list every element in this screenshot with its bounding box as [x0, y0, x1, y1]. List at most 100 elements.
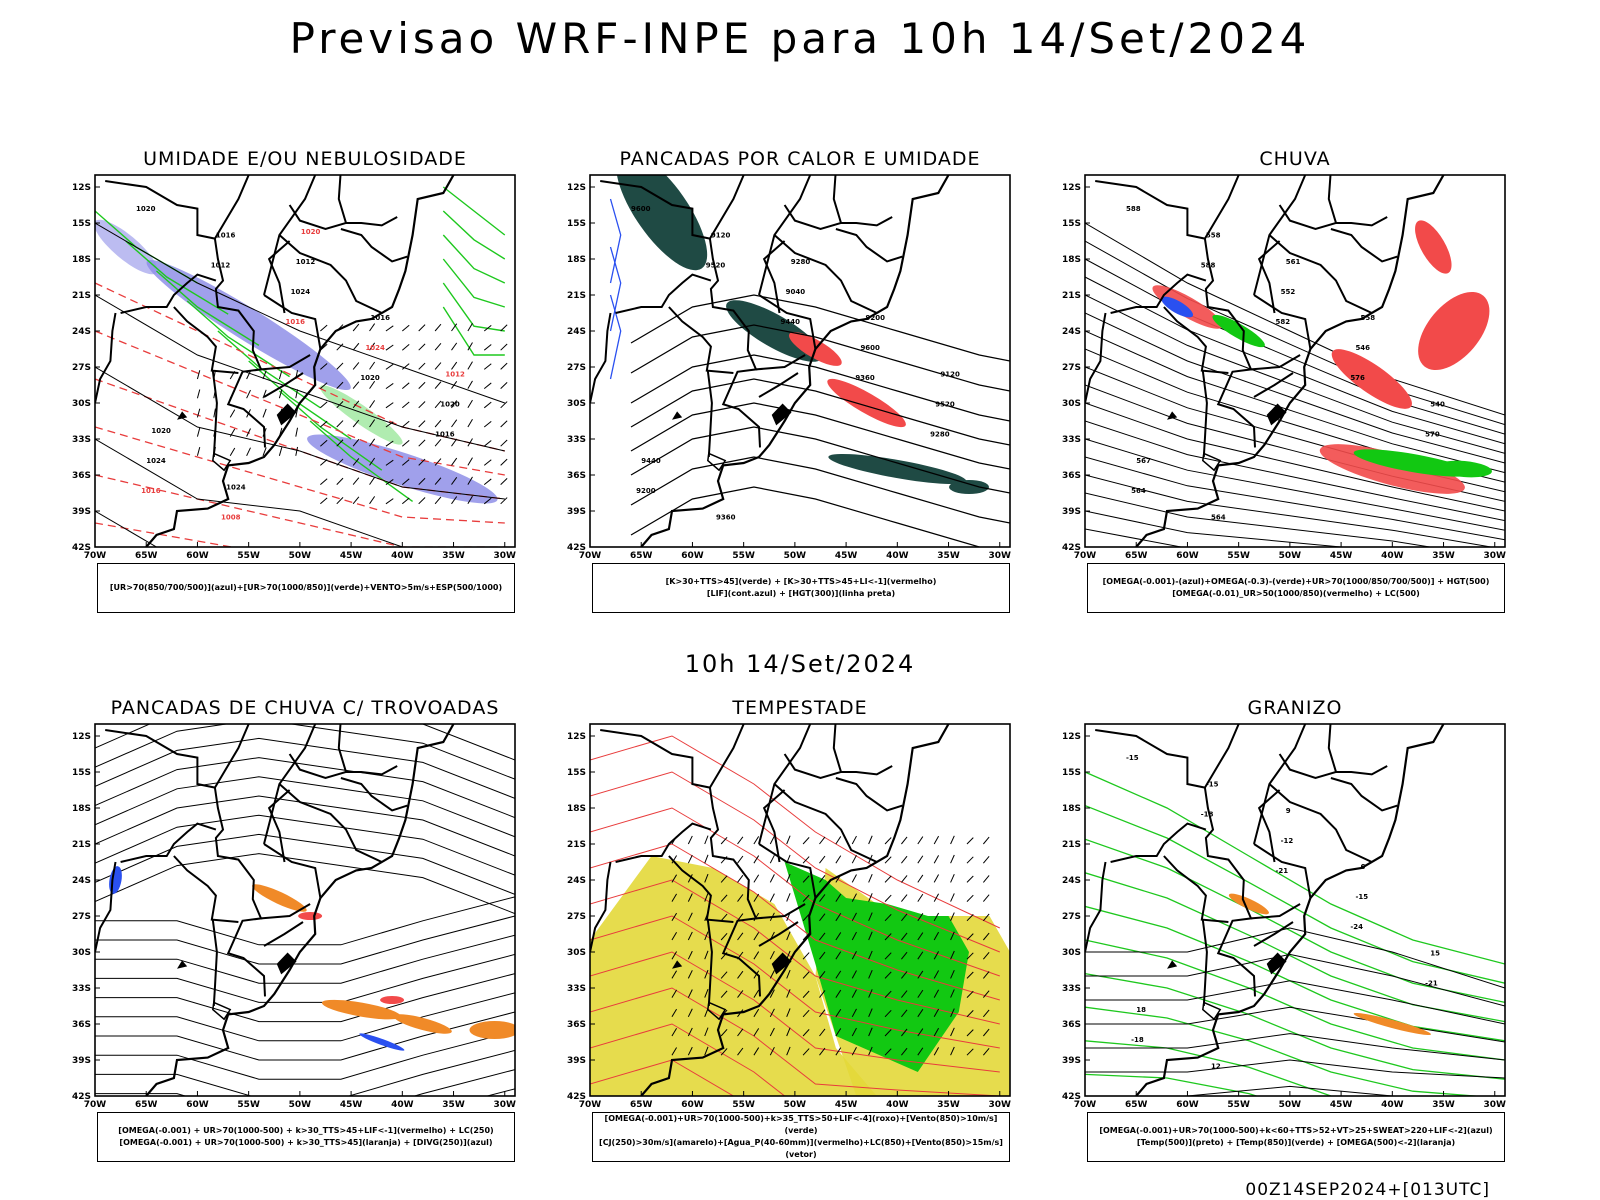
fill-area	[1319, 444, 1465, 494]
lat-tick-label: 42S	[1062, 1092, 1081, 1102]
wind-vector	[320, 478, 328, 485]
wind-vector	[671, 1047, 678, 1056]
wind-vector	[352, 419, 360, 428]
wind-vector	[720, 836, 728, 845]
wind-vector	[769, 1046, 775, 1056]
panel-granizo: GRANIZO 12S 15S 18S 21S 24S 27S 30S 33S 36S 39S 42…	[1060, 697, 1530, 1177]
contour-line	[1085, 939, 1505, 1061]
lon-tick-label: 65W	[630, 1100, 653, 1110]
lon-tick-label: 40W	[1381, 551, 1404, 561]
wind-vector	[737, 894, 744, 902]
border-line	[1278, 724, 1338, 780]
lon-tick-label: 50W	[784, 1100, 807, 1110]
fill-area	[298, 912, 323, 920]
wind-vector	[467, 380, 473, 389]
lon-tick-label: 30W	[494, 551, 517, 561]
wind-vector	[769, 854, 775, 864]
contour-label: -15	[1355, 893, 1368, 901]
lat-tick-label: 39S	[1062, 507, 1081, 517]
wind-vector	[262, 370, 267, 380]
border-line	[340, 777, 408, 812]
fill-area	[380, 996, 405, 1004]
contour-line	[248, 360, 352, 440]
wind-vector	[500, 362, 508, 370]
legend-line: [OMEGA(-0.001)+UR>70(1000-500)+k>35_TTS>…	[604, 1114, 998, 1135]
wind-vector	[851, 931, 857, 941]
main-title: Previsao WRF-INPE para 10h 14/Set/2024	[289, 14, 1311, 63]
wind-vector	[851, 989, 857, 998]
border-line	[288, 724, 348, 780]
contour-label: 576	[1350, 374, 1365, 382]
fill-area	[320, 385, 403, 445]
wind-vector	[819, 932, 826, 941]
contour-line	[1085, 528, 1184, 547]
wind-vector	[950, 969, 955, 979]
wind-vector	[336, 439, 344, 447]
wind-vector	[835, 912, 842, 922]
contour-line	[95, 330, 505, 476]
wind-vector	[704, 854, 709, 864]
lat-tick-label: 15S	[567, 768, 586, 778]
wind-vector	[262, 408, 267, 418]
lon-tick-label: 30W	[1484, 1100, 1507, 1110]
border-line	[263, 294, 322, 350]
contour-line	[1085, 980, 1505, 1025]
lake	[771, 403, 792, 426]
contour-label: 588	[1126, 205, 1141, 213]
wind-vector	[196, 446, 201, 456]
wind-vector	[704, 893, 709, 902]
contour-label: 9280	[791, 258, 811, 266]
contour-line	[95, 934, 515, 984]
lon-tick-label: 65W	[1125, 551, 1148, 561]
wind-vector	[769, 835, 775, 845]
wind-vector	[385, 421, 394, 428]
wind-vector	[753, 989, 760, 998]
contour-line	[442, 306, 505, 356]
wind-vector	[884, 1009, 892, 1018]
lon-tick-label: 60W	[186, 551, 209, 561]
border-line	[758, 294, 817, 350]
lake	[177, 411, 188, 420]
wind-vector	[933, 912, 940, 922]
lat-tick-label: 27S	[1062, 912, 1081, 922]
legend-box: [K>30+TTS>45](verde) + [K>30+TTS>45+LI<-…	[592, 563, 1010, 613]
contour-line	[630, 294, 1010, 362]
contour-label: 1024	[226, 483, 246, 491]
map-border	[589, 723, 1011, 1097]
wind-vector	[196, 389, 201, 399]
lat-tick-label: 21S	[72, 840, 91, 850]
wind-vector	[704, 969, 709, 979]
border-line	[706, 919, 713, 1007]
lon-tick-label: 30W	[989, 551, 1012, 561]
wind-vector	[950, 1027, 955, 1037]
wind-vector	[385, 344, 394, 351]
wind-vector	[336, 477, 344, 485]
wind-vector	[901, 913, 908, 922]
lat-tick-label: 27S	[72, 363, 91, 373]
contour-label: 9440	[641, 457, 661, 465]
lat-tick-label: 18S	[567, 255, 586, 265]
wind-vector	[671, 970, 678, 979]
lat-tick-label: 27S	[567, 912, 586, 922]
wind-vector	[418, 343, 426, 351]
lat-tick-label: 24S	[1062, 876, 1081, 886]
wind-vector	[737, 855, 744, 864]
wind-vector	[483, 497, 492, 505]
lat-tick-label: 33S	[72, 984, 91, 994]
wind-vector	[451, 380, 458, 389]
wind-vector	[687, 874, 693, 883]
wind-vector	[966, 1048, 974, 1056]
wind-vector	[933, 874, 940, 883]
contour-label: 1020	[301, 228, 321, 236]
border-line	[755, 354, 806, 371]
wind-vector	[966, 1029, 974, 1037]
border-line	[835, 777, 903, 812]
map-content	[95, 724, 515, 1096]
wind-vector	[835, 1028, 842, 1037]
wind-vector	[982, 1047, 990, 1056]
lon-tick-label: 50W	[289, 1100, 312, 1110]
border-line	[590, 312, 612, 404]
wind-vector	[786, 873, 791, 883]
border-line	[1095, 180, 1256, 448]
